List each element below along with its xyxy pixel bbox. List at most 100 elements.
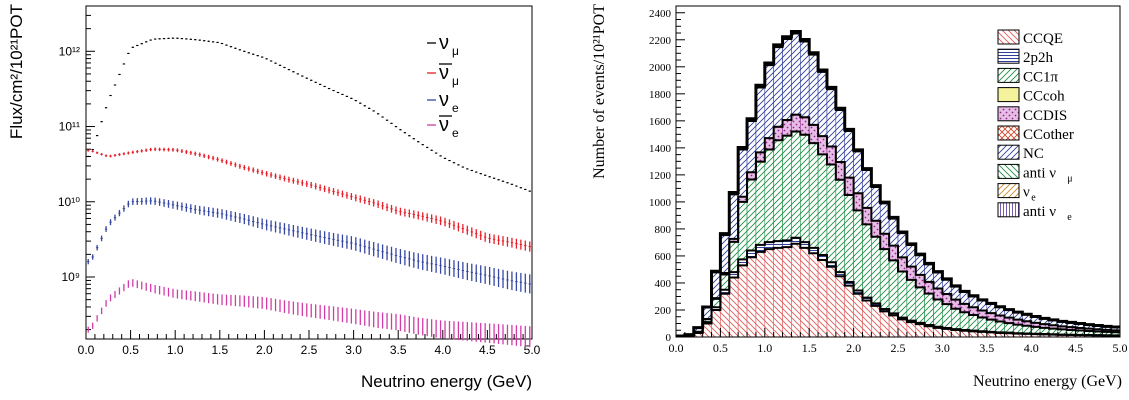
histogram-bar	[845, 286, 854, 337]
histogram-bar	[854, 194, 863, 210]
histogram-bar	[712, 310, 721, 337]
histogram-bar	[907, 322, 916, 337]
histogram-bar	[925, 294, 934, 325]
event-legend-swatch	[998, 203, 1019, 217]
flux-series-2	[87, 197, 531, 293]
histogram-bar	[783, 136, 792, 240]
histogram-bar	[1022, 326, 1031, 334]
histogram-bar	[987, 320, 996, 332]
event-legend-swatch	[998, 88, 1019, 102]
flux-x-tick-label: 1.5	[211, 343, 228, 357]
histogram-bar	[765, 139, 774, 150]
flux-x-tick-label: 4.5	[479, 343, 496, 357]
histogram-bar	[934, 328, 943, 337]
flux-x-tick-label: 3.5	[390, 343, 407, 357]
histogram-bar	[783, 39, 792, 120]
histogram-bar	[960, 312, 969, 330]
event-legend-swatch	[998, 49, 1019, 63]
flux-x-tick-label: 4.0	[434, 343, 451, 357]
histogram-bar	[800, 135, 809, 242]
histogram-bar	[818, 137, 827, 155]
event-x-tick-label: 4.5	[1068, 341, 1083, 355]
flux-legend-subscript: μ	[452, 44, 459, 58]
histogram-bar	[809, 253, 818, 337]
event-legend-label: CCDIS	[1023, 108, 1067, 124]
histogram-bar	[889, 315, 898, 337]
event-legend-swatch	[998, 30, 1019, 44]
flux-x-tick-label: 2.5	[301, 343, 318, 357]
event-legend-label: anti ν	[1023, 165, 1056, 181]
histogram-bar	[738, 265, 747, 337]
histogram-bar	[774, 241, 783, 248]
event-y-tick-label: 600	[655, 251, 672, 263]
event-x-tick-label: 3.0	[935, 341, 950, 355]
histogram-bar	[818, 155, 827, 255]
event-legend-label: CCcoh	[1023, 89, 1065, 105]
histogram-bar	[845, 178, 854, 195]
histogram-bar	[951, 330, 960, 337]
flux-legend-label: ν	[439, 62, 449, 84]
histogram-bar	[791, 115, 800, 131]
histogram-bar	[783, 247, 792, 337]
histogram-bar	[747, 180, 756, 250]
histogram-bar	[942, 294, 951, 304]
flux-legend-subscript: μ	[452, 74, 459, 88]
histogram-bar	[862, 225, 871, 298]
histogram-bar	[960, 304, 969, 312]
event-x-tick-label: 1.5	[802, 341, 817, 355]
histogram-bar	[969, 308, 978, 315]
histogram-bar	[729, 278, 738, 337]
event-legend-subscript: e	[1031, 193, 1036, 204]
event-y-tick-label: 2400	[649, 8, 672, 20]
event-legend-swatch	[998, 126, 1019, 140]
histogram-bar	[880, 234, 889, 249]
histogram-bar	[774, 127, 783, 140]
histogram-bar	[809, 144, 818, 248]
histogram-bar	[942, 329, 951, 337]
histogram-bar	[827, 165, 836, 262]
histogram-bar	[783, 240, 792, 247]
event-y-tick-label: 2000	[649, 62, 672, 74]
histogram-bar	[854, 211, 863, 291]
histogram-bar	[969, 315, 978, 331]
histogram-bar	[880, 250, 889, 309]
flux-data-points	[87, 38, 531, 348]
histogram-bar	[934, 289, 943, 300]
event-legend-swatch	[998, 145, 1019, 159]
histogram-bar	[925, 326, 934, 337]
histogram-bar	[756, 252, 765, 337]
histogram-bar	[774, 141, 783, 241]
histogram-bar	[951, 309, 960, 329]
event-y-tick-label: 1000	[649, 197, 672, 209]
event-x-tick-label: 2.5	[891, 341, 906, 355]
event-x-tick-label: 3.5	[979, 341, 994, 355]
histogram-bar	[871, 221, 880, 236]
event-legend-label: CCother	[1023, 127, 1074, 143]
event-x-tick-label: 5.0	[1113, 341, 1128, 355]
event-y-tick-label: 400	[655, 278, 672, 290]
histogram-bar	[889, 261, 898, 314]
histogram-bar	[836, 163, 845, 180]
flux-x-tick-label: 2.0	[256, 343, 273, 357]
event-y-tick-label: 1400	[649, 143, 672, 155]
histogram-bar	[907, 280, 916, 321]
histogram-bar	[791, 132, 800, 237]
histogram-bar	[1013, 325, 1022, 334]
flux-y-axis-label: Flux/cm²/10²¹POT	[7, 4, 26, 139]
histogram-bar	[862, 208, 871, 224]
histogram-bar	[756, 153, 765, 162]
histogram-bar	[747, 251, 756, 258]
histogram-bar	[765, 242, 774, 249]
event-legend-subscript: μ	[1067, 173, 1072, 184]
histogram-bar	[791, 34, 800, 115]
event-x-tick-label: 4.0	[1024, 341, 1039, 355]
event-x-tick-label: 2.0	[846, 341, 861, 355]
event-legend-label: CC1π	[1023, 69, 1059, 85]
histogram-bar	[827, 147, 836, 164]
histogram-bar	[845, 196, 854, 282]
event-y-tick-label: 200	[655, 305, 672, 317]
histogram-bar	[871, 237, 880, 303]
flux-y-tick-label: 10¹¹	[59, 120, 80, 134]
